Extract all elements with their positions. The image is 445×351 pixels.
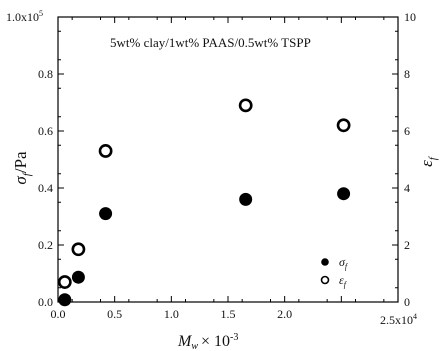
legend-marker-epsilon <box>320 275 330 285</box>
y-right-axis-label: εf <box>417 155 439 167</box>
series-epsilon-f <box>57 98 351 289</box>
y-right-tick-label: 10 <box>404 10 416 24</box>
y-left-axis-label: σf/Pa <box>11 151 33 185</box>
y-left-tick-label: 0.6 <box>38 124 53 138</box>
y-right-tick-label: 2 <box>404 238 410 252</box>
x-tick-label: 0.5 <box>107 307 122 321</box>
data-point-sigma-f <box>99 207 113 221</box>
data-point-epsilon-f <box>71 242 86 257</box>
chart-annotation: 5wt% clay/1wt% PAAS/0.5wt% TSPP <box>110 35 311 50</box>
y-right-tick-label: 0 <box>404 295 410 309</box>
y-right-axis-ticks: 0 2 4 6 8 10 <box>392 10 416 309</box>
data-point-epsilon-f <box>336 118 351 133</box>
series-sigma-f <box>58 187 351 307</box>
legend-marker-sigma <box>321 258 329 266</box>
y-right-tick-label: 6 <box>404 124 410 138</box>
x-tick-label: 1.5 <box>221 307 236 321</box>
legend: σf εf <box>320 255 349 289</box>
y-left-axis-ticks: 0.0 0.2 0.4 0.6 0.8 <box>38 16 64 309</box>
x-tick-label: 1.0 <box>164 307 179 321</box>
x-tick-label: 2.0 <box>277 307 292 321</box>
legend-label-epsilon: εf <box>339 273 348 289</box>
x-scale-label: 2.5x104 <box>380 312 417 327</box>
data-point-epsilon-f <box>98 144 113 158</box>
y-left-scale-label: 1.0x105 <box>6 9 43 24</box>
x-tick-label: 0.0 <box>51 307 66 321</box>
data-series <box>57 98 351 307</box>
data-point-sigma-f <box>239 192 253 206</box>
y-left-tick-label: 0.0 <box>38 295 53 309</box>
y-right-tick-label: 4 <box>404 181 410 195</box>
plot-frame <box>57 16 399 303</box>
y-left-tick-label: 0.2 <box>38 238 53 252</box>
y-left-tick-label: 0.8 <box>38 67 53 81</box>
data-point-sigma-f <box>58 293 72 307</box>
data-point-epsilon-f <box>57 275 72 289</box>
legend-label-sigma: σf <box>339 255 349 271</box>
y-right-tick-label: 8 <box>404 67 410 81</box>
data-point-sigma-f <box>337 187 351 201</box>
x-axis-label: Mw × 10-3 <box>177 332 238 351</box>
x-axis-ticks: 0.0 0.5 1.0 1.5 2.0 <box>51 17 399 321</box>
y-left-tick-label: 0.4 <box>38 181 53 195</box>
data-point-sigma-f <box>71 270 85 284</box>
data-point-epsilon-f <box>238 98 253 113</box>
